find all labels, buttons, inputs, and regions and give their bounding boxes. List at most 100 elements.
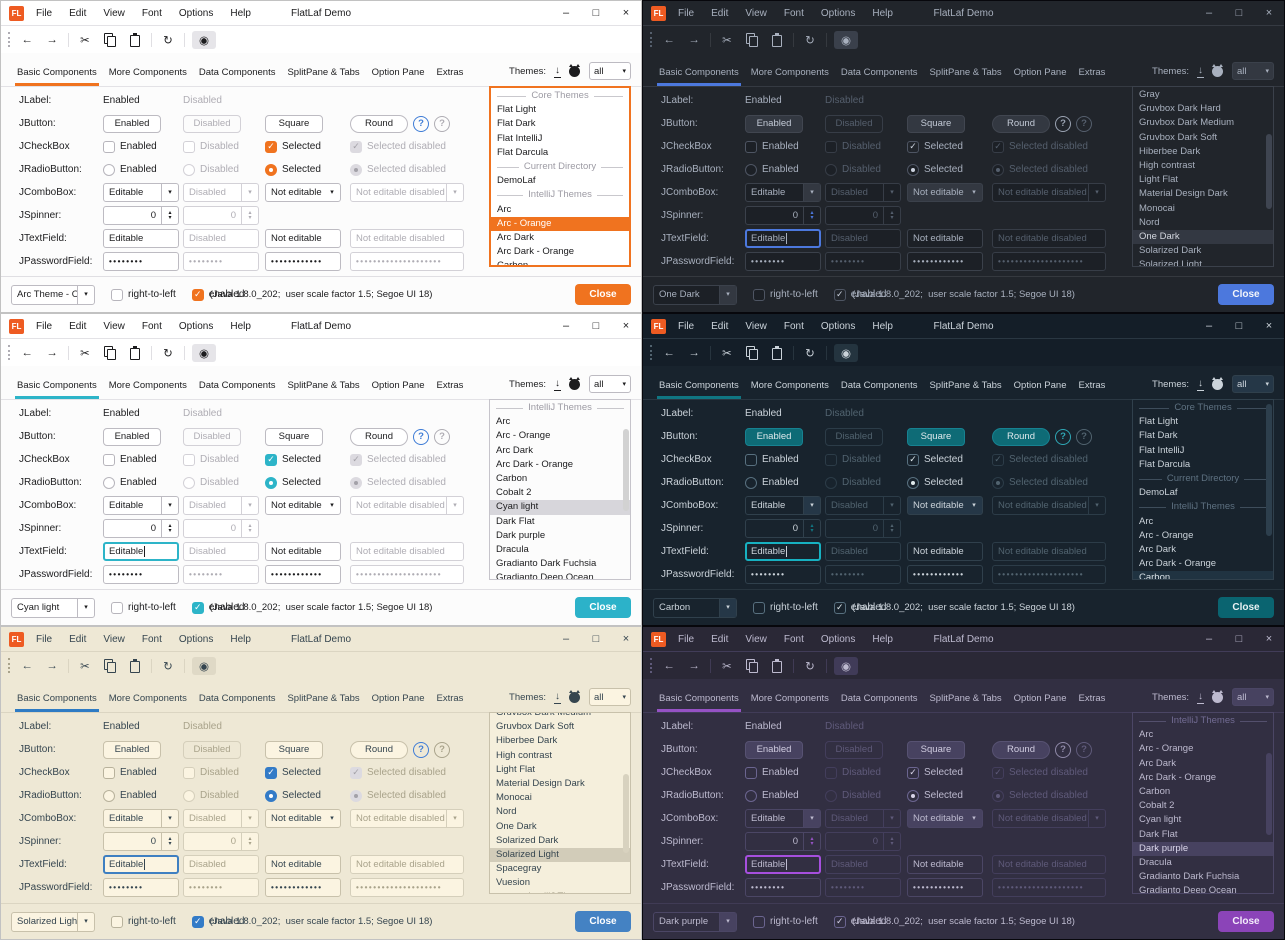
jbutton-enabled[interactable]: Enabled <box>103 427 161 446</box>
combobox-editable[interactable]: Editable ▾ <box>745 183 821 202</box>
help-button[interactable]: ? <box>1055 741 1071 758</box>
menu-item[interactable]: File <box>36 320 53 332</box>
toolbar-grip[interactable] <box>8 345 10 360</box>
spinner-enabled[interactable]: 0 ▴ ▾ <box>103 519 179 538</box>
list-scrollbar-thumb[interactable] <box>1266 403 1272 537</box>
close-button[interactable]: Close <box>575 911 631 932</box>
tab[interactable]: More Components <box>108 380 187 391</box>
menu-item[interactable]: Font <box>141 633 162 645</box>
tab[interactable]: Extras <box>436 67 464 78</box>
theme-list-item[interactable]: DemoLaf <box>1139 487 1178 499</box>
theme-list-item[interactable]: Core Themes <box>491 89 629 103</box>
radio-enabled[interactable]: Enabled <box>103 163 183 176</box>
jtextfield-not-editable[interactable]: Not editable <box>265 542 341 561</box>
tab[interactable]: SplitPane & Tabs <box>287 693 360 704</box>
jpasswordfield-enabled[interactable]: •••••••• <box>745 252 821 271</box>
themes-list[interactable]: IntelliJ Themes Arc Arc - Orange Arc Dark Ar… <box>1132 712 1274 894</box>
tab[interactable]: Extras <box>1078 67 1106 78</box>
theme-list-item[interactable]: Nord <box>496 806 517 818</box>
close-window-button[interactable]: × <box>622 320 630 332</box>
theme-list-item[interactable]: Arc Dark - Orange <box>496 458 574 470</box>
download-theme-icon[interactable]: ↓ <box>1197 378 1204 391</box>
toolbar-grip[interactable] <box>8 658 10 673</box>
list-scrollbar-thumb[interactable] <box>1266 752 1272 836</box>
jbutton-square[interactable]: Square <box>907 740 965 759</box>
refresh-button[interactable]: ↻ <box>805 34 815 47</box>
theme-list-item[interactable]: Flat IntelliJ <box>497 132 543 144</box>
forward-button[interactable]: → <box>688 346 700 359</box>
checkbox-selected[interactable]: ✓ Selected <box>907 766 992 779</box>
list-scrollbar[interactable] <box>622 713 630 893</box>
paste-button[interactable] <box>126 31 144 49</box>
eye-toggle-button[interactable]: ◉ <box>834 343 858 362</box>
menu-item[interactable]: Help <box>872 633 893 645</box>
close-window-button[interactable]: × <box>1265 633 1273 645</box>
cut-button[interactable]: ✂ <box>80 34 90 47</box>
radio-enabled[interactable]: Enabled <box>745 789 825 802</box>
github-icon[interactable] <box>1212 689 1223 703</box>
combobox-not-editable[interactable]: Not editable ▾ <box>265 183 341 202</box>
themes-list[interactable]: Gruvbox Dark Medium Gruvbox Dark Soft Hibe… <box>489 712 631 894</box>
theme-list-item[interactable]: Monocai <box>496 792 532 804</box>
radio-selected[interactable]: Selected <box>907 476 992 489</box>
combobox-not-editable[interactable]: Not editable ▾ <box>907 496 983 515</box>
combobox-editable[interactable]: Editable ▾ <box>103 809 179 828</box>
combobox-editable[interactable]: Editable ▾ <box>103 183 179 202</box>
menu-item[interactable]: Font <box>141 320 162 332</box>
help-button[interactable]: ? <box>1055 115 1071 132</box>
theme-list-item[interactable]: Cyan light <box>490 500 630 515</box>
cut-button[interactable]: ✂ <box>722 347 732 360</box>
jbutton-square[interactable]: Square <box>265 740 323 759</box>
radio-enabled[interactable]: Enabled <box>745 163 825 176</box>
tab[interactable]: More Components <box>750 67 829 78</box>
theme-list-item[interactable]: Carbon <box>1133 571 1273 579</box>
forward-button[interactable]: → <box>46 33 58 46</box>
menu-item[interactable]: Options <box>820 320 856 332</box>
themes-list[interactable]: Gray Gruvbox Dark Hard Gruvbox Dark Medium… <box>1132 86 1274 267</box>
list-scrollbar-thumb[interactable] <box>623 774 629 854</box>
theme-list-item[interactable]: Cyan light <box>1139 814 1182 826</box>
combobox-editable[interactable]: Editable ▾ <box>103 496 179 515</box>
theme-list-item[interactable]: Arc Dark <box>1139 757 1176 769</box>
menu-item[interactable]: Font <box>141 7 162 19</box>
download-theme-icon[interactable]: ↓ <box>554 65 561 78</box>
jbutton-round[interactable]: Round <box>992 427 1050 446</box>
theme-list-item[interactable]: Flat Darcula <box>1139 458 1191 470</box>
checkbox-selected[interactable]: ✓ Selected <box>265 140 350 153</box>
jtextfield-not-editable[interactable]: Not editable <box>907 229 983 248</box>
enabled-checkbox[interactable]: ✓ enabled <box>833 915 886 928</box>
theme-list-item[interactable]: Carbon <box>497 260 529 267</box>
theme-list-item[interactable]: IntelliJ Themes <box>1133 714 1273 728</box>
jpasswordfield-not-editable[interactable]: •••••••••••• <box>907 565 983 584</box>
toolbar-grip[interactable] <box>650 32 652 47</box>
forward-button[interactable]: → <box>46 346 58 359</box>
themes-list[interactable]: Core Themes Flat Light Flat Dark Flat Intel… <box>489 86 631 267</box>
theme-list-item[interactable]: Arc - Orange <box>491 216 629 231</box>
maximize-button[interactable]: □ <box>1235 633 1243 645</box>
download-theme-icon[interactable]: ↓ <box>1197 691 1204 704</box>
menu-item[interactable]: Options <box>820 7 856 19</box>
github-icon[interactable] <box>569 63 580 77</box>
theme-list-item[interactable]: Arc Dark - Orange <box>1139 558 1217 570</box>
theme-list-item[interactable]: Monocai <box>1139 202 1175 214</box>
github-icon[interactable] <box>569 376 580 390</box>
checkbox-selected[interactable]: ✓ Selected <box>265 766 350 779</box>
list-scrollbar[interactable] <box>1265 87 1273 266</box>
menu-item[interactable]: File <box>678 633 695 645</box>
theme-list-item[interactable]: Flat Light <box>1139 416 1179 428</box>
theme-list-item[interactable]: Material Design Dark <box>1139 188 1228 200</box>
eye-toggle-button[interactable]: ◉ <box>834 30 858 49</box>
checkbox-enabled[interactable]: ✓Enabled <box>745 140 825 153</box>
close-button[interactable]: Close <box>575 284 631 305</box>
theme-list-item[interactable]: Current Directory <box>1133 472 1273 486</box>
maximize-button[interactable]: □ <box>1235 7 1243 19</box>
jpasswordfield-enabled[interactable]: •••••••• <box>103 878 179 897</box>
menu-item[interactable]: Help <box>872 320 893 332</box>
jpasswordfield-not-editable[interactable]: •••••••••••• <box>907 878 983 897</box>
jtextfield-not-editable[interactable]: Not editable <box>907 855 983 874</box>
enabled-checkbox[interactable]: ✓ enabled <box>833 601 886 614</box>
theme-list-item[interactable]: Solarized Dark <box>496 834 559 846</box>
theme-list-item[interactable]: Arc - Orange <box>1139 743 1194 755</box>
rtl-checkbox[interactable]: ✓right-to-left <box>753 915 818 928</box>
toolbar-grip[interactable] <box>650 345 652 360</box>
